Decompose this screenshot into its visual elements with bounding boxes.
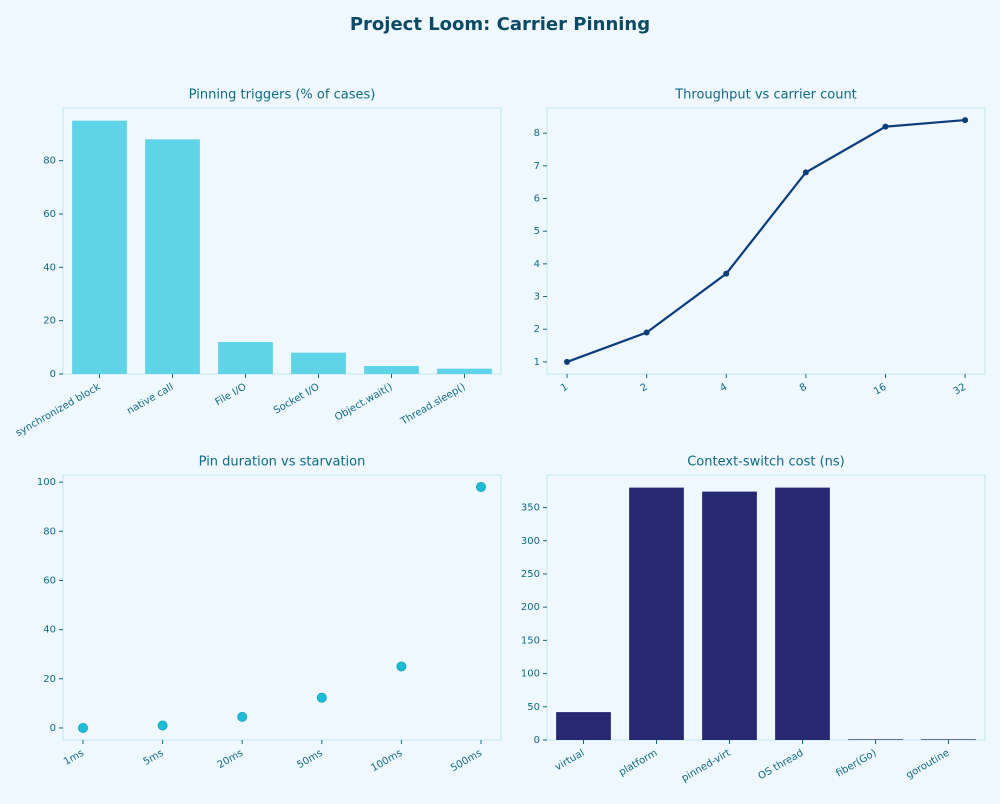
line-marker bbox=[882, 123, 889, 130]
x-tick-label: 32 bbox=[952, 382, 969, 398]
y-tick-label: 0 bbox=[50, 723, 56, 734]
subplot-title: Context-switch cost (ns) bbox=[687, 455, 845, 470]
y-tick-label: 100 bbox=[37, 477, 56, 488]
y-tick-label: 250 bbox=[521, 569, 540, 580]
x-tick-label: goroutine bbox=[904, 748, 951, 782]
y-tick-label: 350 bbox=[521, 503, 540, 514]
y-tick-label: 300 bbox=[521, 536, 540, 547]
scatter-point bbox=[78, 722, 88, 733]
y-tick-label: 20 bbox=[43, 674, 56, 685]
y-tick-label: 80 bbox=[43, 526, 56, 537]
y-tick-label: 20 bbox=[43, 316, 56, 327]
plot-frame bbox=[62, 107, 502, 375]
bar bbox=[921, 739, 976, 740]
bar bbox=[702, 491, 757, 740]
y-tick-label: 2 bbox=[534, 324, 540, 335]
x-tick-label: 100ms bbox=[369, 748, 404, 775]
scatter-point bbox=[316, 692, 327, 703]
figure-title: Project Loom: Carrier Pinning bbox=[350, 14, 650, 35]
y-tick-label: 0 bbox=[534, 735, 540, 746]
scatter-point bbox=[157, 720, 168, 731]
x-tick-label: Socket I/O bbox=[272, 382, 322, 417]
bar bbox=[145, 139, 200, 374]
y-tick-label: 50 bbox=[527, 702, 540, 713]
subplot-title: Pin duration vs starvation bbox=[199, 455, 366, 470]
x-tick-label: 2 bbox=[639, 382, 650, 395]
line bbox=[566, 118, 966, 363]
line-marker bbox=[643, 329, 650, 336]
bar bbox=[218, 342, 273, 374]
plot-frame bbox=[62, 474, 502, 741]
x-tick-label: OS thread bbox=[757, 748, 806, 783]
bar bbox=[72, 120, 127, 375]
x-tick-label: pinned-virt bbox=[680, 748, 733, 785]
x-tick-label: 500ms bbox=[449, 748, 484, 775]
x-tick-label: fiber(Go) bbox=[834, 748, 878, 780]
x-tick-label: 4 bbox=[718, 382, 729, 395]
y-tick-label: 5 bbox=[534, 226, 540, 237]
x-tick-label: virtual bbox=[553, 748, 586, 774]
bar bbox=[775, 487, 830, 740]
scatter-point bbox=[476, 482, 486, 493]
y-tick-label: 1 bbox=[534, 357, 540, 368]
x-tick-label: 1ms bbox=[62, 748, 86, 768]
y-tick-label: 100 bbox=[521, 669, 540, 680]
y-tick-label: 4 bbox=[534, 259, 540, 270]
x-tick-label: Thread.sleep() bbox=[398, 382, 467, 428]
bar bbox=[364, 366, 419, 374]
y-tick-label: 6 bbox=[534, 194, 540, 205]
y-tick-label: 40 bbox=[43, 625, 56, 636]
x-tick-label: platform bbox=[617, 748, 659, 779]
bar bbox=[629, 487, 684, 740]
bar bbox=[437, 368, 492, 374]
y-tick-label: 40 bbox=[43, 262, 56, 273]
y-tick-label: 60 bbox=[43, 575, 56, 586]
x-tick-label: 8 bbox=[798, 382, 809, 395]
y-tick-label: 80 bbox=[43, 156, 56, 167]
line-marker bbox=[962, 117, 969, 124]
y-tick-label: 60 bbox=[43, 209, 56, 220]
x-tick-label: 5ms bbox=[142, 748, 166, 768]
y-tick-label: 8 bbox=[534, 128, 540, 139]
plot-frame bbox=[546, 474, 986, 741]
x-tick-label: 50ms bbox=[295, 748, 324, 771]
y-tick-label: 0 bbox=[50, 369, 56, 380]
line-marker bbox=[564, 358, 571, 365]
x-tick-label: File I/O bbox=[213, 382, 248, 409]
scatter-point bbox=[396, 661, 407, 672]
line-marker bbox=[723, 270, 730, 277]
x-tick-label: 16 bbox=[872, 382, 889, 398]
bar bbox=[556, 712, 611, 740]
y-tick-label: 3 bbox=[534, 292, 540, 303]
subplot-title: Pinning triggers (% of cases) bbox=[189, 88, 376, 103]
x-tick-label: 1 bbox=[559, 382, 570, 395]
y-tick-label: 200 bbox=[521, 602, 540, 613]
bar bbox=[291, 352, 346, 374]
subplot-title: Throughput vs carrier count bbox=[674, 88, 857, 103]
scatter-point bbox=[237, 711, 248, 722]
x-tick-label: synchronized block bbox=[14, 382, 103, 440]
x-tick-label: Object.wait() bbox=[333, 382, 394, 424]
x-tick-label: 20ms bbox=[216, 748, 245, 771]
line-marker bbox=[802, 169, 809, 176]
y-tick-label: 150 bbox=[521, 635, 540, 646]
x-tick-label: native call bbox=[125, 382, 175, 417]
bar bbox=[848, 739, 903, 740]
y-tick-label: 7 bbox=[534, 161, 540, 172]
plot-frame bbox=[546, 107, 986, 375]
